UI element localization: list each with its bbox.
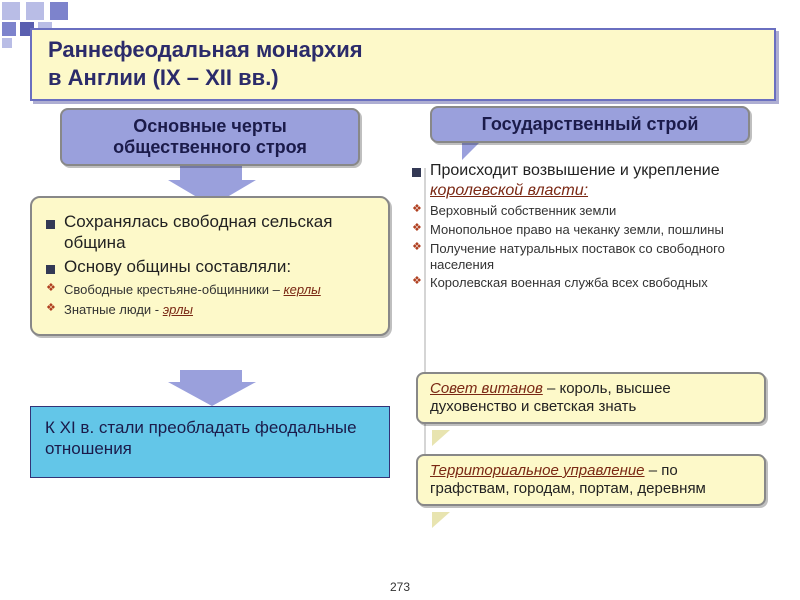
- right-callout-2-tail: [432, 512, 450, 528]
- page-number: 273: [390, 580, 410, 594]
- left-card: Сохранялась свободная сельская община Ос…: [30, 196, 390, 336]
- title-box: Раннефеодальная монархия в Англии (IX – …: [30, 28, 776, 101]
- right-callout-1: Совет витанов – король, высшее духовенст…: [416, 372, 766, 424]
- right-subitem: Монопольное право на чеканку земли, пошл…: [412, 222, 772, 238]
- right-subitem: Королевская военная служба всех свободны…: [412, 275, 772, 291]
- left-pill: Основные черты общественного строя: [60, 108, 360, 166]
- arrow-down-head-2: [168, 382, 256, 406]
- right-subitem: Получение натуральных поставок со свобод…: [412, 241, 772, 273]
- left-blue-card: К XI в. стали преобладать феодальные отн…: [30, 406, 390, 478]
- right-callout-2: Территориальное управление – по графства…: [416, 454, 766, 506]
- content-area: Основные черты общественного строя Сохра…: [30, 108, 776, 580]
- title-line-2: в Англии (IX – XII вв.): [48, 65, 279, 90]
- left-card-subitem: Знатные люди - эрлы: [46, 302, 374, 318]
- title-line-1: Раннефеодальная монархия: [48, 37, 363, 62]
- left-card-item: Сохранялась свободная сельская община: [46, 212, 374, 253]
- left-card-item: Основу общины составляли:: [46, 257, 374, 278]
- right-callout-1-tail: [432, 430, 450, 446]
- right-pill: Государственный строй: [430, 106, 750, 143]
- right-list: Происходит возвышение и укрепление корол…: [412, 158, 772, 294]
- left-card-subitem: Свободные крестьяне-общинники – керлы: [46, 282, 374, 298]
- right-subitem: Верховный собственник земли: [412, 203, 772, 219]
- right-lead: Происходит возвышение и укрепление корол…: [412, 161, 772, 200]
